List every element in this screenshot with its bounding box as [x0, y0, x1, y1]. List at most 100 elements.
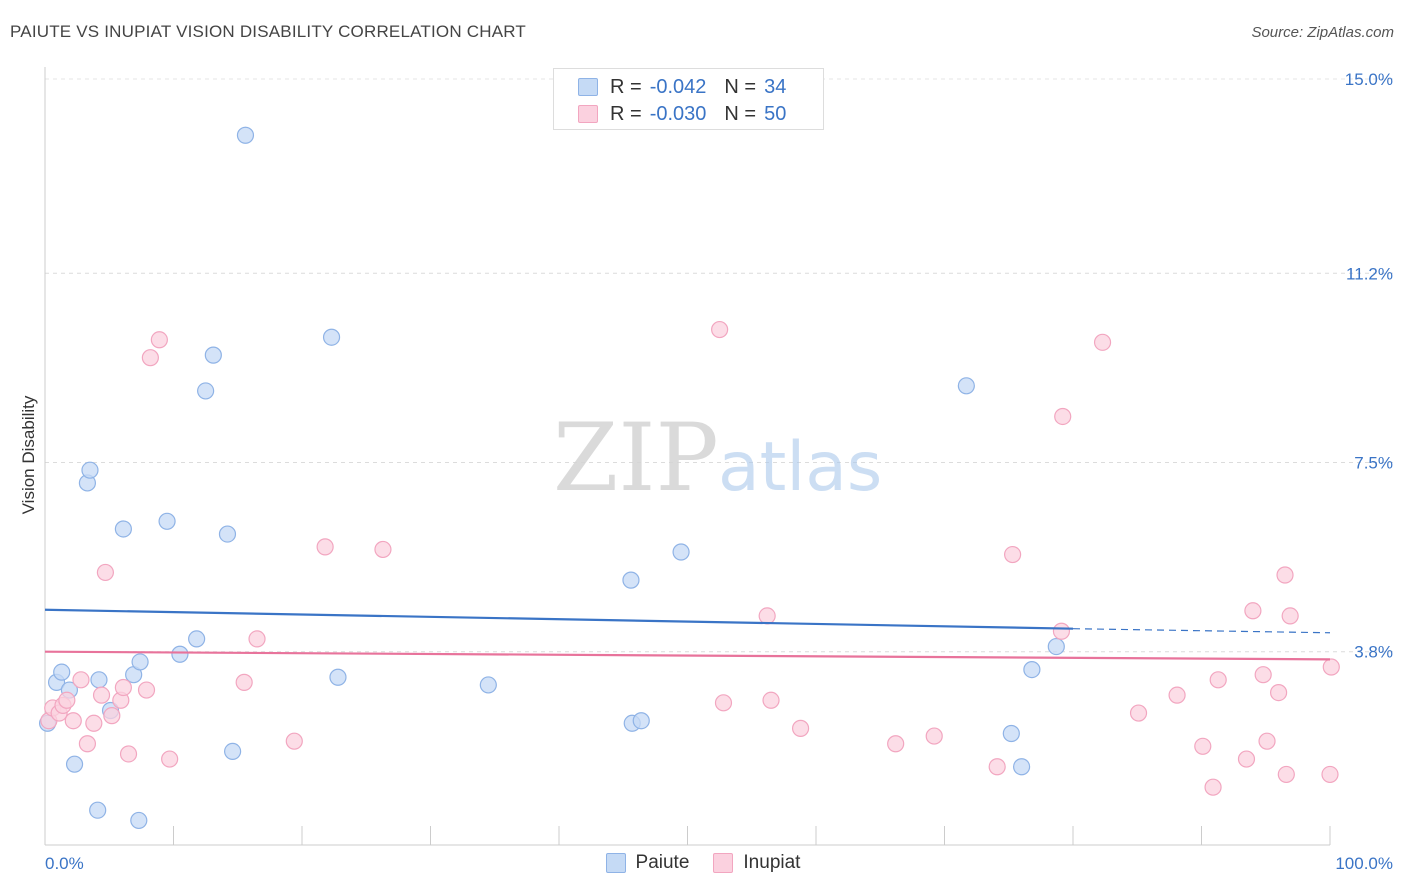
- watermark-zip: ZIP: [553, 404, 719, 513]
- inupiat-point: [1276, 566, 1294, 584]
- inupiat-point: [758, 607, 776, 625]
- inupiat-point: [887, 735, 905, 753]
- watermark-atlas: atlas: [718, 428, 882, 507]
- paiute-point: [1023, 660, 1041, 679]
- grid-lines: [45, 78, 1393, 653]
- inupiat-point: [64, 712, 82, 730]
- inupiat-point: [285, 732, 303, 750]
- paiute-point: [224, 742, 242, 761]
- paiute-point: [158, 512, 176, 530]
- inupiat-point: [374, 540, 392, 559]
- inupiat-point: [1254, 666, 1272, 684]
- paiute-point: [131, 653, 149, 671]
- inupiat-point: [1322, 658, 1340, 676]
- paiute-point: [622, 571, 640, 589]
- y-tick-label: 3.8%: [1354, 643, 1393, 662]
- inupiat-point: [92, 686, 111, 704]
- inupiat-point: [161, 750, 179, 768]
- inupiat-point: [96, 563, 114, 582]
- paiute-point: [65, 755, 84, 773]
- r-label: R =: [610, 102, 642, 125]
- inupiat-point: [316, 538, 334, 556]
- inupiat-point: [1004, 545, 1022, 564]
- inupiat-point: [1321, 765, 1339, 784]
- paiute-point: [236, 126, 255, 144]
- paiute-point: [322, 328, 341, 346]
- inupiat-point: [988, 758, 1006, 776]
- inupiat-trend-line: [44, 650, 1331, 661]
- stats-legend-row-inupiat: R = -0.030 N = 50: [578, 101, 786, 127]
- paiute-point: [130, 811, 148, 830]
- inupiat-point: [762, 691, 780, 709]
- source-label: Source: ZipAtlas.com: [1251, 24, 1394, 41]
- trend-lines: [44, 608, 1331, 661]
- r-value: -0.030: [649, 102, 707, 125]
- legend-label-inupiat: Inupiat: [743, 852, 801, 873]
- inupiat-point: [1129, 704, 1148, 722]
- inupiat-point: [137, 681, 156, 699]
- inupiat-point: [1194, 737, 1212, 755]
- inupiat-point: [235, 673, 253, 691]
- y-tick-label: 7.5%: [1354, 454, 1393, 473]
- inupiat-point: [150, 331, 168, 349]
- paiute-point: [672, 543, 690, 561]
- inupiat-point: [1269, 683, 1288, 702]
- paiute-point: [81, 461, 99, 479]
- paiute-swatch: [578, 78, 598, 96]
- inupiat-point: [114, 678, 132, 697]
- data-points: [38, 126, 1340, 830]
- inupiat-point: [72, 671, 90, 689]
- r-value: -0.042: [649, 75, 707, 98]
- paiute-point: [188, 630, 206, 648]
- stats-legend-row-paiute: R = -0.042 N = 34: [578, 74, 786, 100]
- inupiat-point: [58, 691, 76, 709]
- legend-item-paiute[interactable]: Paiute: [605, 852, 690, 874]
- inupiat-point: [85, 714, 103, 732]
- n-value: 34: [764, 75, 787, 98]
- legend-item-inupiat[interactable]: Inupiat: [713, 852, 800, 874]
- inupiat-point: [1168, 686, 1186, 704]
- n-label: N =: [724, 102, 757, 125]
- inupiat-point: [248, 630, 266, 648]
- paiute-point: [197, 382, 215, 400]
- inupiat-point: [1052, 622, 1071, 640]
- paiute-trend-line: [44, 608, 1074, 630]
- inupiat-point: [1237, 750, 1256, 768]
- y-axis-label: Vision Disability: [19, 395, 38, 514]
- x-tick-label: 100.0%: [1335, 854, 1393, 873]
- tick-labels: 3.8% 7.5% 11.2% 15.0% 0.0% 100.0%: [45, 70, 1393, 873]
- inupiat-point: [141, 349, 159, 367]
- inupiat-point: [714, 694, 733, 712]
- paiute-point: [53, 663, 71, 681]
- inupiat-point: [925, 727, 943, 745]
- inupiat-point: [1093, 333, 1112, 351]
- paiute-point: [1002, 724, 1020, 743]
- n-value: 50: [764, 102, 787, 125]
- legend-label-paiute: Paiute: [635, 852, 690, 873]
- y-tick-label: 11.2%: [1346, 264, 1393, 283]
- paiute-legend-swatch: [605, 853, 626, 873]
- y-tick-label: 15.0%: [1345, 70, 1393, 89]
- series-legend: Paiute Inupiat: [0, 852, 1406, 874]
- paiute-point: [957, 377, 975, 395]
- inupiat-point: [1277, 765, 1295, 784]
- inupiat-point: [103, 707, 121, 725]
- r-label: R =: [610, 75, 642, 98]
- x-tick-label: 0.0%: [45, 854, 84, 873]
- inupiat-point: [1258, 732, 1276, 750]
- paiute-point: [329, 668, 347, 686]
- inupiat-point: [1209, 671, 1227, 689]
- paiute-point: [114, 520, 132, 538]
- inupiat-swatch: [578, 105, 598, 123]
- paiute-point: [89, 801, 107, 819]
- chart-title: PAIUTE VS INUPIAT VISION DISABILITY CORR…: [10, 22, 526, 41]
- paiute-point: [632, 712, 650, 730]
- paiute-point: [1047, 637, 1065, 656]
- n-label: N =: [724, 75, 757, 98]
- inupiat-point: [791, 719, 810, 737]
- paiute-point: [171, 645, 189, 663]
- inupiat-point: [1054, 407, 1072, 426]
- stats-legend: R = -0.042 N = 34 R = -0.030 N = 50: [553, 68, 824, 130]
- paiute-point: [218, 525, 237, 543]
